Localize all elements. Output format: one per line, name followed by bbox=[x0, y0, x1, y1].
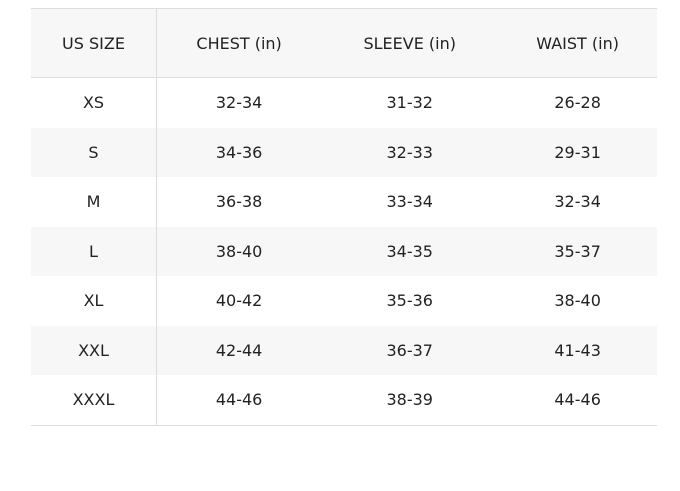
table-cell: L bbox=[31, 226, 157, 276]
table-cell: 38-39 bbox=[321, 375, 499, 426]
column-header: US SIZE bbox=[31, 8, 157, 78]
table-cell: 35-36 bbox=[386, 291, 433, 311]
table-row: L 38-40 34-35 35-37 bbox=[31, 226, 657, 276]
table-cell: XL bbox=[31, 276, 157, 326]
table-cell: 31-32 bbox=[386, 93, 433, 113]
table-cell: 32-34 bbox=[554, 192, 601, 212]
table-cell: 34-36 bbox=[156, 127, 322, 177]
table-row: XS 32-34 31-32 26-28 bbox=[31, 77, 657, 128]
table-row: XXXL 44-46 38-39 44-46 bbox=[31, 375, 657, 426]
table-row: XL 40-42 35-36 38-40 bbox=[31, 276, 657, 326]
table-cell: 40-42 bbox=[215, 291, 263, 311]
table-cell: XXL bbox=[31, 325, 157, 375]
table-cell: 36-38 bbox=[215, 192, 263, 212]
table-cell: 35-37 bbox=[498, 226, 657, 276]
column-header: CHEST (in) bbox=[156, 8, 322, 78]
table-cell: 29-31 bbox=[498, 127, 657, 177]
table-cell: 42-44 bbox=[156, 325, 322, 375]
table-cell: XS bbox=[31, 77, 157, 128]
table-row: XXL 42-44 36-37 41-43 bbox=[31, 325, 657, 375]
table-cell: XXXL bbox=[31, 375, 157, 426]
table-cell: 38-40 bbox=[554, 291, 601, 311]
table-cell: 41-43 bbox=[498, 325, 657, 375]
table-cell: S bbox=[31, 127, 157, 177]
size-chart-table: US SIZE CHEST (in) SLEEVE (in) WAIST (in) X… bbox=[31, 8, 657, 426]
column-header: WAIST (in) bbox=[498, 8, 657, 78]
table-cell: 26-28 bbox=[554, 93, 601, 113]
header-row: US SIZE CHEST (in) SLEEVE (in) WAIST (in) bbox=[31, 8, 657, 78]
table-cell: 44-46 bbox=[156, 375, 322, 426]
table-cell: 44-46 bbox=[498, 375, 657, 426]
table-cell: 32-34 bbox=[215, 93, 263, 113]
column-header: SLEEVE (in) bbox=[321, 8, 499, 78]
table-cell: 33-34 bbox=[386, 192, 433, 212]
table-cell: 36-37 bbox=[321, 325, 499, 375]
table-cell: 38-40 bbox=[156, 226, 322, 276]
table-cell: 34-35 bbox=[321, 226, 499, 276]
table-cell: 32-33 bbox=[321, 127, 499, 177]
table-row: M 36-38 33-34 32-34 bbox=[31, 177, 657, 227]
table-row: S 34-36 32-33 29-31 bbox=[31, 127, 657, 177]
table-cell: M bbox=[31, 177, 157, 227]
